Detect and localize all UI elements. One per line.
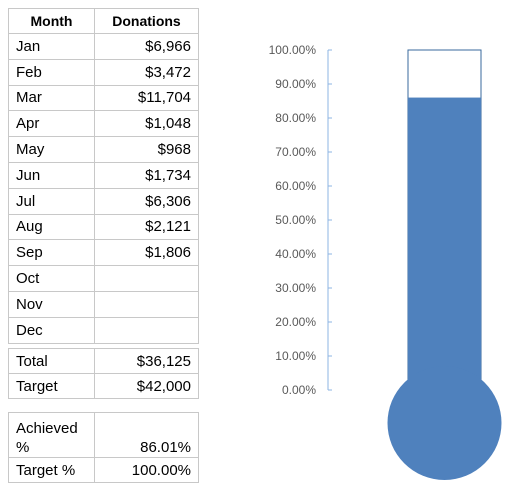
table-row: Feb $3,472 xyxy=(8,58,199,86)
month-cell: Jan xyxy=(8,33,95,60)
achieved-label: Achieved % xyxy=(8,412,95,458)
y-tick-label: 80.00% xyxy=(275,111,316,125)
table-row: Jun $1,734 xyxy=(8,161,199,189)
total-value: $36,125 xyxy=(94,348,199,374)
table-row: Jan $6,966 xyxy=(8,33,199,60)
month-cell: Aug xyxy=(8,213,95,241)
donation-cell: $6,966 xyxy=(94,33,199,60)
target-label: Target xyxy=(8,373,95,399)
donation-cell xyxy=(94,290,199,318)
target-percent-value: 100.00% xyxy=(94,457,199,483)
donation-cell: $2,121 xyxy=(94,213,199,241)
table-row: Apr $1,048 xyxy=(8,110,199,138)
donation-cell: $1,806 xyxy=(94,239,199,267)
total-row: Total $36,125 xyxy=(8,348,199,374)
month-cell: Feb xyxy=(8,58,95,86)
table-row: Nov xyxy=(8,290,199,318)
donation-cell: $968 xyxy=(94,136,199,163)
y-tick-label: 30.00% xyxy=(275,281,316,295)
achieved-value: 86.01% xyxy=(94,412,199,458)
table-row: Dec xyxy=(8,316,199,344)
y-tick-label: 50.00% xyxy=(275,213,316,227)
month-cell: Jul xyxy=(8,187,95,215)
donation-cell: $11,704 xyxy=(94,84,199,112)
thermometer-fill-bar xyxy=(408,97,481,400)
table-header-row: Month Donations xyxy=(8,8,199,34)
percentages-table: Achieved % 86.01% Target % 100.00% xyxy=(8,412,199,483)
y-tick-label: 70.00% xyxy=(275,145,316,159)
month-cell: Apr xyxy=(8,110,95,138)
donation-cell: $3,472 xyxy=(94,58,199,86)
y-tick-label: 90.00% xyxy=(275,77,316,91)
month-cell: Sep xyxy=(8,239,95,267)
thermometer xyxy=(387,49,502,480)
donation-cell: $6,306 xyxy=(94,187,199,215)
donation-cell xyxy=(94,316,199,344)
target-value: $42,000 xyxy=(94,373,199,399)
target-row: Target $42,000 xyxy=(8,373,199,399)
month-cell: Mar xyxy=(8,84,95,112)
table-row: Oct xyxy=(8,265,199,292)
target-percent-label: Target % xyxy=(8,457,95,483)
table-row: Sep $1,806 xyxy=(8,239,199,267)
y-tick-label: 20.00% xyxy=(275,315,316,329)
y-tick-label: 60.00% xyxy=(275,179,316,193)
donation-cell xyxy=(94,265,199,292)
donations-table: Month Donations Jan $6,966 Feb $3,472 Mar $… xyxy=(8,8,199,344)
header-donations: Donations xyxy=(94,8,199,34)
y-axis: 0.00% 10.00% 20.00% 30.00% 40.00% 50.00% 60.00… xyxy=(269,43,332,397)
total-label: Total xyxy=(8,348,95,374)
month-cell: Nov xyxy=(8,290,95,318)
table-row: Mar $11,704 xyxy=(8,84,199,112)
month-cell: Oct xyxy=(8,265,95,292)
donation-cell: $1,734 xyxy=(94,161,199,189)
donation-cell: $1,048 xyxy=(94,110,199,138)
thermometer-bulb xyxy=(387,366,502,480)
table-row: May $968 xyxy=(8,136,199,163)
table-row: Jul $6,306 xyxy=(8,187,199,215)
thermometer-chart: 0.00% 10.00% 20.00% 30.00% 40.00% 50.00% 60.00… xyxy=(269,43,502,480)
target-percent-row: Target % 100.00% xyxy=(8,457,199,483)
achieved-row: Achieved % 86.01% xyxy=(8,412,199,458)
month-cell: Dec xyxy=(8,316,95,344)
totals-table: Total $36,125 Target $42,000 xyxy=(8,348,199,399)
month-cell: Jun xyxy=(8,161,95,189)
y-tick-label: 0.00% xyxy=(282,383,316,397)
month-cell: May xyxy=(8,136,95,163)
y-tick-label: 10.00% xyxy=(275,349,316,363)
header-month: Month xyxy=(8,8,95,34)
y-tick-label: 100.00% xyxy=(269,43,317,57)
y-tick-label: 40.00% xyxy=(275,247,316,261)
table-row: Aug $2,121 xyxy=(8,213,199,241)
